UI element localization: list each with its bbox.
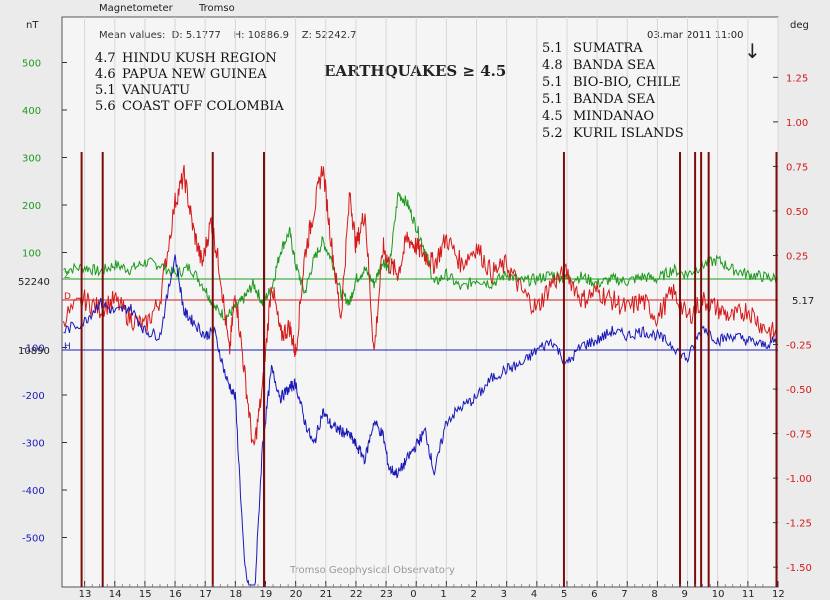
event-magnitude: 5.1 [542,92,563,107]
event-magnitude: 5.6 [95,99,116,114]
left-tick-label: 500 [22,59,41,70]
left-tick-label: 300 [22,154,41,165]
chart-title: EARTHQUAKES ≥ 4.5 [324,62,506,80]
mean-values: Mean values: D: 5.1777 H: 10886.9 Z: 522… [99,30,357,41]
event-magnitude: 4.8 [542,58,563,73]
series-d-line [63,164,778,447]
event-magnitude: 4.5 [542,109,563,124]
x-tick-label: 1 [440,589,446,600]
right-tick-label: -1.00 [786,474,812,485]
plot-area [61,16,779,588]
right-tick-label: -0.75 [786,430,812,441]
right-tick-label: -0.50 [786,385,812,396]
event-magnitude: 5.1 [542,75,563,90]
series-z-line [63,191,778,323]
station-label: Tromso [198,3,235,14]
right-tick-label: 1.00 [786,118,808,129]
left-tick-label: -400 [22,486,45,497]
event-magnitude: 5.2 [542,126,563,141]
x-tick-label: 5 [561,589,567,600]
left-tick-label: 200 [22,201,41,212]
x-tick-label: 18 [229,589,242,600]
x-tick-label: 15 [139,589,152,600]
event-magnitude: 5.1 [95,83,116,98]
left-tick-label: -300 [22,439,45,450]
x-tick-label: 11 [742,589,755,600]
x-tick-label: 13 [79,589,92,600]
event-place: BIO-BIO, CHILE [573,75,681,90]
x-tick-label: 19 [259,589,272,600]
event-place: PAPUA NEW GUINEA [122,67,267,82]
earthquake-list: 4.7 HINDU KUSH REGION 4.6 PAPUA NEW GUINEA 5… [95,41,684,141]
event-place: KURIL ISLANDS [573,126,684,141]
event-place: BANDA SEA [573,58,656,73]
event-place: MINDANAO [573,109,654,124]
d-reference-label: 5.17 [792,296,814,307]
reference-series-letter: H [64,342,71,352]
h-reference-label: 10890 [18,346,50,357]
right-axis-unit: deg [790,20,809,31]
right-tick-label: -0.25 [786,341,812,352]
left-tick-label: -500 [22,534,45,545]
app-label: Magnetometer [99,3,174,14]
left-tick-label: -200 [22,391,45,402]
right-tick-label: -1.50 [786,563,812,574]
right-axis-ticks: 1.25 1.00 0.75 0.50 0.25 -0.25 -0.50 -0.75 -1.00… [773,73,814,574]
left-axis-ticks: 500 400 300 200 100 -100 -200 -300 -400 -500 52240… [18,59,67,545]
earthquake-markers [80,152,778,587]
event-place: BANDA SEA [573,92,656,107]
x-tick-label: 6 [591,589,597,600]
timestamp: 03.mar 2011 11:00 [647,30,744,41]
left-axis-unit: nT [26,20,39,31]
right-tick-label: 0.50 [786,207,808,218]
x-tick-label: 4 [531,589,537,600]
right-tick-label: -1.25 [786,519,812,530]
right-tick-label: 1.25 [786,73,808,84]
x-tick-label: 22 [350,589,363,600]
left-tick-label: 400 [22,106,41,117]
x-tick-label: 8 [651,589,657,600]
x-tick-label: 9 [682,589,688,600]
x-tick-label: 3 [501,589,507,600]
x-tick-label: 12 [772,589,785,600]
z-reference-label: 52240 [18,277,50,288]
event-place: VANUATU [121,83,190,98]
event-magnitude: 4.7 [95,51,116,66]
reference-series-letter: Z [64,271,70,281]
x-tick-label: 10 [712,589,725,600]
x-tick-label: 20 [290,589,303,600]
x-tick-label: 16 [169,589,182,600]
left-tick-label: 100 [22,249,41,260]
event-magnitude: 4.6 [95,67,116,82]
left-tick-label: -100 [22,344,45,355]
x-tick-label: 14 [109,589,122,600]
x-tick-label: 21 [320,589,333,600]
reference-series-letter: D [64,292,71,302]
right-tick-label: 0.75 [786,162,808,173]
x-tick-label: 7 [621,589,627,600]
data-series [63,164,778,586]
event-place: HINDU KUSH REGION [122,51,277,66]
event-magnitude: 5.1 [542,41,563,56]
right-tick-label: 0.25 [786,251,808,262]
x-tick-label: 17 [199,589,212,600]
x-axis-ticks: 13 14 15 16 17 18 19 20 21 22 23 0 1 2 3 4 5 6 7 8 9 10 11 12 [79,581,785,600]
event-place: COAST OFF COLOMBIA [122,99,284,114]
series-h-line [63,254,778,586]
footer-credit: Tromso Geophysical Observatory [289,565,455,576]
grid-lines [84,17,779,587]
x-tick-label: 23 [380,589,393,600]
event-place: SUMATRA [573,41,643,56]
x-tick-label: 2 [471,589,477,600]
x-tick-label: 0 [410,589,416,600]
down-arrow-icon: ↓ [744,39,761,63]
